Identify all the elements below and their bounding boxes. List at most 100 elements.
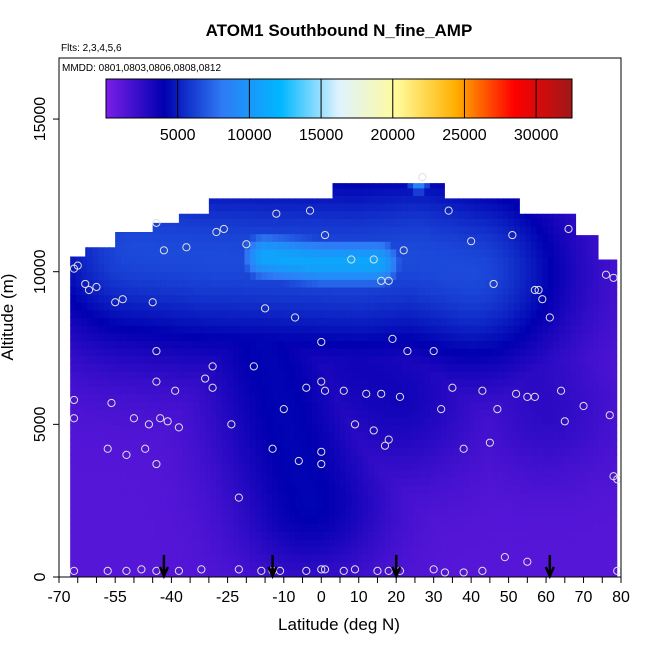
heatmap-cell	[418, 393, 425, 403]
heatmap-cell	[384, 325, 392, 334]
heatmap-cell	[424, 286, 431, 296]
heatmap-cell	[182, 554, 189, 563]
heatmap-cell	[553, 340, 560, 349]
heatmap-cell	[340, 317, 347, 326]
heatmap-cell	[148, 325, 156, 334]
heatmap-cell	[87, 515, 94, 525]
heatmap-cell	[356, 439, 364, 448]
heatmap-cell	[390, 348, 397, 357]
heatmap-cell	[379, 325, 386, 334]
heatmap-cell	[508, 210, 515, 219]
heatmap-cell	[547, 264, 555, 273]
heatmap-cell	[171, 546, 178, 555]
heatmap-cell	[424, 271, 431, 280]
heatmap-cell	[424, 393, 431, 403]
heatmap-cell	[328, 348, 335, 357]
heatmap-cell	[480, 210, 487, 219]
heatmap-cell	[171, 225, 178, 235]
heatmap-cell	[188, 470, 195, 479]
heatmap-cell	[435, 439, 442, 448]
heatmap-cell	[289, 325, 296, 334]
heatmap-cell	[210, 462, 217, 471]
heatmap-cell	[250, 462, 257, 471]
heatmap-cell	[103, 531, 111, 540]
heatmap-cell	[115, 248, 122, 258]
heatmap-cell	[126, 523, 133, 532]
heatmap-cell	[373, 393, 380, 403]
heatmap-cell	[193, 309, 201, 319]
heatmap-cell	[188, 439, 195, 448]
heatmap-cell	[227, 195, 234, 204]
heatmap-cell	[542, 355, 549, 364]
heatmap-cell	[323, 279, 330, 288]
heatmap-cell	[469, 317, 476, 326]
heatmap-cell	[384, 493, 392, 502]
heatmap-cell	[98, 424, 105, 433]
heatmap-cell	[452, 569, 459, 577]
heatmap-cell	[480, 416, 487, 425]
heatmap-cell	[452, 401, 459, 410]
heatmap-cell	[469, 447, 476, 456]
heatmap-cell	[266, 508, 274, 517]
heatmap-cell	[508, 569, 515, 577]
heatmap-cell	[126, 454, 133, 464]
heatmap-cell	[233, 470, 240, 479]
heatmap-cell	[193, 378, 201, 387]
heatmap-cell	[334, 431, 341, 441]
heatmap-cell	[463, 233, 470, 242]
heatmap-cell	[401, 386, 409, 395]
heatmap-cell	[103, 424, 111, 433]
heatmap-cell	[542, 416, 549, 425]
heatmap-cell	[266, 485, 274, 494]
heatmap-cell	[317, 348, 324, 357]
heatmap-cell	[171, 561, 178, 570]
heatmap-cell	[115, 454, 122, 464]
heatmap-cell	[345, 508, 352, 517]
heatmap-cell	[143, 485, 150, 494]
heatmap-cell	[177, 470, 184, 479]
heatmap-cell	[514, 470, 521, 479]
heatmap-cell	[92, 462, 99, 471]
heatmap-cell	[244, 195, 251, 204]
heatmap-cell	[132, 294, 139, 303]
heatmap-cell	[458, 233, 465, 242]
heatmap-cell	[514, 462, 521, 471]
heatmap-cell	[547, 378, 555, 387]
heatmap-cell	[120, 401, 128, 410]
heatmap-cell	[446, 348, 453, 357]
heatmap-cell	[356, 203, 364, 212]
heatmap-cell	[536, 546, 543, 555]
heatmap-cell	[188, 370, 195, 380]
heatmap-cell	[525, 286, 532, 296]
heatmap-cell	[413, 355, 420, 364]
heatmap-cell	[126, 401, 133, 410]
heatmap-cell	[278, 500, 285, 509]
heatmap-cell	[210, 348, 217, 357]
heatmap-cell	[311, 370, 319, 380]
heatmap-cell	[311, 233, 319, 242]
heatmap-cell	[384, 470, 392, 479]
heatmap-cell	[519, 317, 527, 326]
heatmap-cell	[469, 439, 476, 448]
heatmap-cell	[328, 355, 335, 364]
heatmap-cell	[250, 355, 257, 364]
heatmap-cell	[126, 378, 133, 387]
heatmap-cell	[328, 416, 335, 425]
heatmap-cell	[278, 195, 285, 204]
heatmap-cell	[351, 286, 358, 296]
heatmap-cell	[255, 355, 262, 364]
heatmap-cell	[266, 378, 274, 387]
heatmap-cell	[384, 515, 392, 525]
heatmap-cell	[238, 210, 246, 219]
heatmap-cell	[323, 523, 330, 532]
heatmap-cell	[474, 546, 482, 555]
heatmap-cell	[519, 355, 527, 364]
heatmap-cell	[474, 477, 482, 487]
heatmap-cell	[553, 309, 560, 319]
heatmap-cell	[75, 363, 83, 372]
heatmap-cell	[328, 538, 335, 548]
heatmap-cell	[120, 546, 128, 555]
heatmap-cell	[238, 409, 246, 418]
heatmap-cell	[143, 302, 150, 311]
heatmap-cell	[205, 393, 212, 403]
